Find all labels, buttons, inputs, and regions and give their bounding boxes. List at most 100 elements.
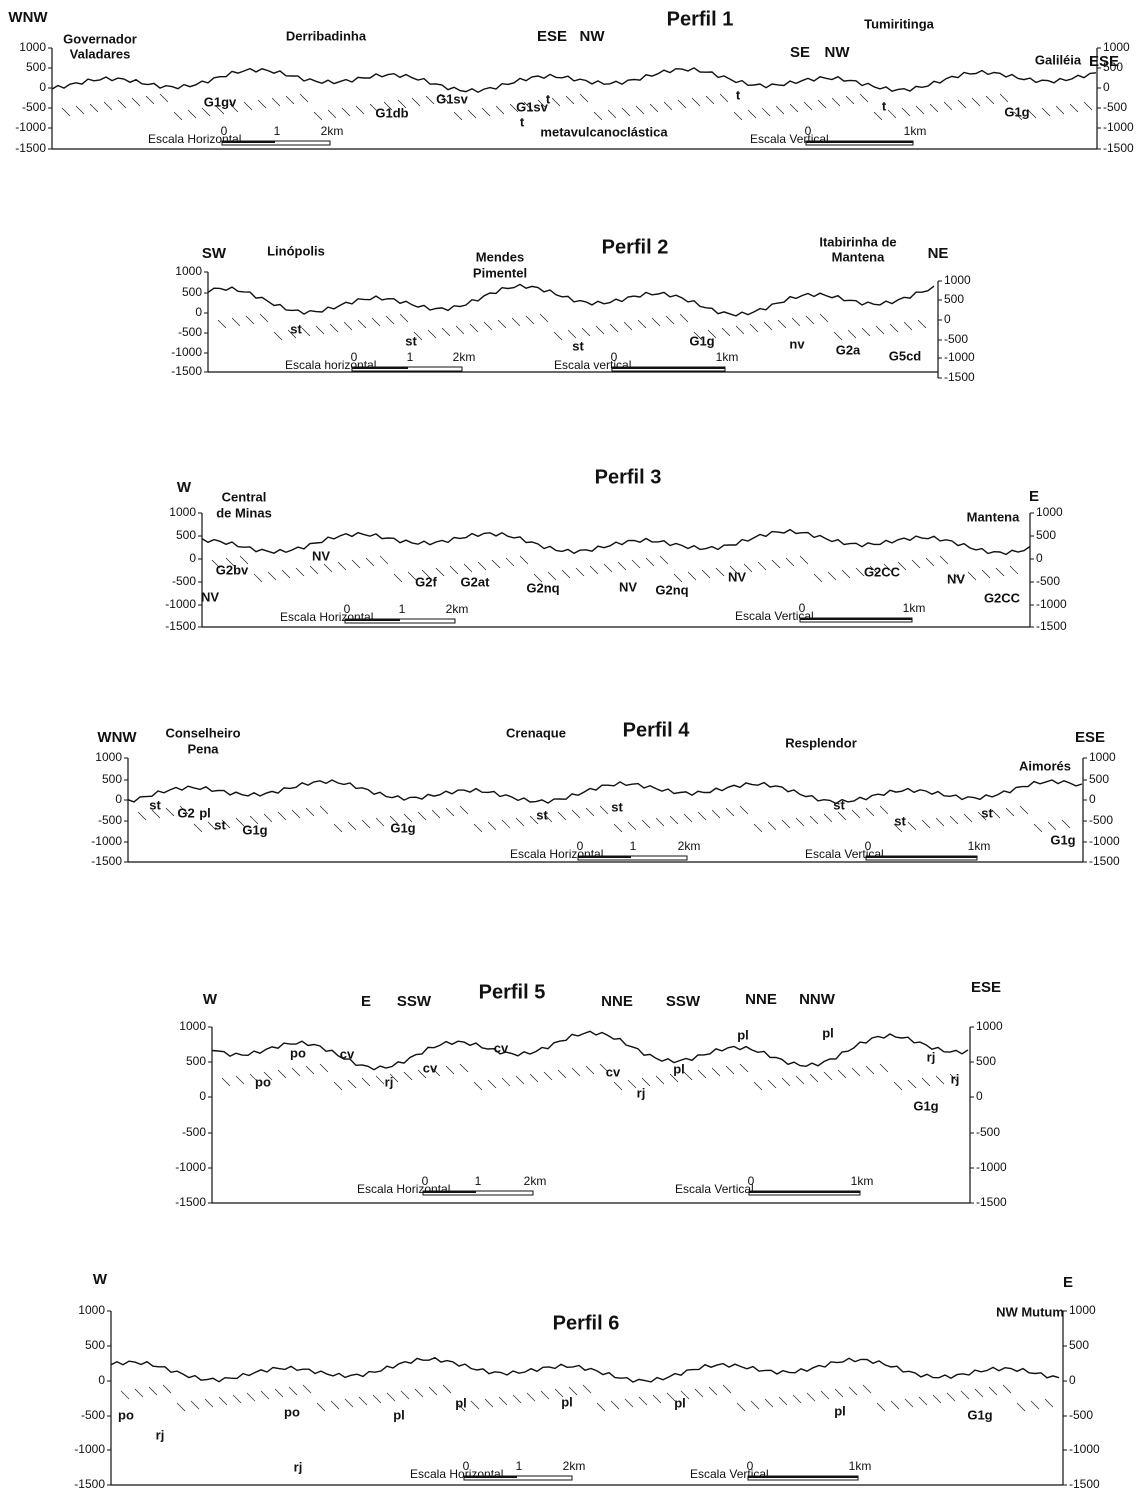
rock-hatch [470,324,478,332]
left-tick-label: -1000 [175,1160,206,1174]
vertical-scale-tick: 1km [968,839,991,853]
rock-hatch [856,568,864,576]
rock-hatch [401,1391,409,1399]
profile-label: pl [455,1395,467,1410]
rock-hatch [1084,102,1092,110]
rock-hatch [656,818,664,826]
rock-hatch [961,1391,969,1399]
rock-hatch [328,110,336,118]
rock-hatch [611,1401,619,1409]
profile-label: Mantena [967,509,1021,524]
rock-hatch [292,810,300,818]
profile-label: rj [294,1459,303,1474]
rock-hatch [918,320,926,328]
rock-hatch [376,1076,384,1084]
rock-hatch [594,112,602,120]
profile-label: Linópolis [267,243,325,258]
profile-label: NW Mutum [996,1304,1064,1319]
right-tick-label: -1500 [1089,854,1120,868]
rock-hatch [121,1391,129,1399]
rock-hatch [666,316,674,324]
right-tick-label: 0 [1089,792,1096,806]
rock-hatch [526,316,534,324]
rock-hatch [586,1066,594,1074]
rock-hatch [639,1397,647,1405]
rock-hatch [485,1399,493,1407]
left-tick-label: 500 [186,1054,206,1068]
right-tick-label: -500 [1089,813,1113,827]
rock-hatch [800,556,808,564]
rock-hatch [908,1080,916,1088]
rock-hatch [944,102,952,110]
rock-hatch [660,556,668,564]
rock-hatch [874,112,882,120]
profile-label: G1sv [436,91,469,106]
vertical-scale-tick: 0 [799,601,806,615]
rock-hatch [149,1387,157,1395]
horizontal-scale-bar-fill [345,619,400,621]
profile-label: t [736,87,741,102]
vertical-scale-tick: 0 [805,124,812,138]
left-tick-label: 0 [189,551,196,565]
vertical-scale-bar-fill [866,856,977,858]
horizontal-scale-tick: 0 [422,1174,429,1188]
profile-label: W [93,1271,108,1288]
rock-hatch [846,96,854,104]
rock-hatch [316,326,324,334]
profile-title: Perfil 5 [479,981,546,1003]
profile-label: NV [201,589,219,604]
rock-hatch [625,1399,633,1407]
rock-hatch [412,98,420,106]
profile-label: ESE [971,979,1001,996]
rock-hatch [576,568,584,576]
rock-hatch [558,1070,566,1078]
rock-hatch [446,808,454,816]
rock-hatch [474,824,482,832]
rock-hatch [488,1080,496,1088]
profile-label: ESE [1075,729,1105,746]
rock-hatch [513,1395,521,1403]
right-tick-label: 0 [1036,551,1043,565]
right-tick-label: -1500 [1069,1477,1100,1491]
rock-hatch [778,320,786,328]
vertical-scale-label: Escala Vertical [675,1182,754,1196]
rock-hatch [814,574,822,582]
rock-hatch [765,1399,773,1407]
right-tick-label: 500 [1036,528,1056,542]
rock-hatch [890,324,898,332]
right-tick-label: 500 [1069,1338,1089,1352]
rock-hatch [352,560,360,568]
rock-hatch [258,100,266,108]
rock-hatch [600,806,608,814]
profile-label: pl [834,1403,846,1418]
rock-hatch [300,94,308,102]
rock-hatch [678,100,686,108]
profile-label: G1g [390,820,415,835]
right-tick-label: 500 [944,292,964,306]
rock-hatch [454,112,462,120]
left-tick-label: 0 [39,80,46,94]
left-tick-label: 1000 [19,40,46,54]
rock-hatch [394,574,402,582]
rock-hatch [821,1391,829,1399]
profile-label: pl [199,805,211,820]
horizontal-scale-tick: 2km [563,1459,586,1473]
rock-hatch [471,1401,479,1409]
left-tick-label: 1000 [179,1019,206,1033]
rock-hatch [940,556,948,564]
rock-hatch [636,106,644,114]
rock-hatch [936,818,944,826]
rock-hatch [334,824,342,832]
left-tick-label: -1500 [74,1477,105,1491]
left-tick-label: -500 [172,574,196,588]
rock-hatch [174,112,182,120]
rock-hatch [824,814,832,822]
horizontal-scale-tick: 1 [516,1459,523,1473]
rock-hatch [428,330,436,338]
rock-hatch [90,104,98,112]
profile-label: SW [202,245,227,262]
rock-hatch [132,98,140,106]
left-tick-label: 500 [85,1338,105,1352]
profile-label: G2at [461,574,491,589]
rock-hatch [933,1395,941,1403]
